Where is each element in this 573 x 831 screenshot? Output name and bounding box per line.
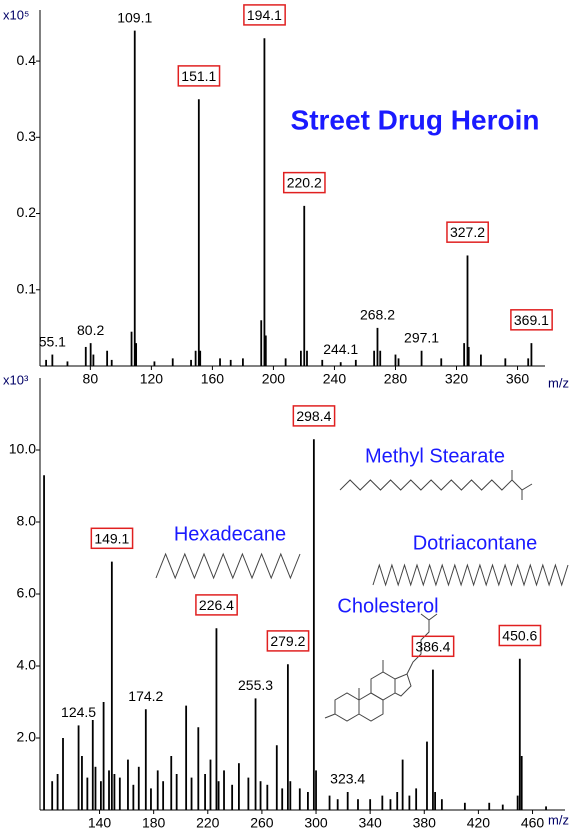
- y-unit: x10⁵: [3, 7, 29, 22]
- x-tick-label: 280: [384, 371, 408, 387]
- x-tick-label: 460: [521, 815, 545, 831]
- peak-label: 226.4: [199, 597, 234, 613]
- peak-label: 174.2: [128, 688, 163, 704]
- structure-cholesterol: [324, 613, 438, 722]
- peak-label-box: [498, 624, 542, 647]
- annotation: Cholesterol: [337, 595, 438, 617]
- peak-label-box: [90, 527, 134, 550]
- x-tick-label: 320: [445, 371, 469, 387]
- structure-hexadecane: [155, 552, 301, 580]
- peak-label: 297.1: [404, 329, 439, 345]
- x-tick-label: 120: [140, 371, 164, 387]
- x-tick-label: 420: [467, 815, 491, 831]
- peak-label: 386.4: [415, 638, 450, 654]
- x-tick-label: 160: [201, 371, 225, 387]
- peak-label: 244.1: [323, 341, 358, 357]
- peak-label: 194.1: [247, 7, 282, 23]
- x-tick-label: 380: [413, 815, 437, 831]
- peak-label-box: [282, 171, 326, 194]
- peak-label-box: [266, 630, 310, 652]
- peak-label: 323.4: [330, 771, 365, 787]
- peak-label: 80.2: [77, 322, 104, 338]
- peak-label: 279.2: [270, 633, 305, 649]
- x-tick-label: 300: [304, 815, 328, 831]
- x-axis-label: m/z: [548, 375, 569, 390]
- x-tick-label: 220: [196, 815, 220, 831]
- y-tick-label: 2.0: [17, 729, 37, 745]
- peak-label: 151.1: [181, 68, 216, 84]
- peak-label: 255.3: [238, 677, 273, 693]
- chart-title: Street Drug Heroin: [291, 104, 540, 135]
- peak-label: 220.2: [287, 175, 322, 191]
- y-tick-label: 4.0: [17, 657, 37, 673]
- x-tick-label: 140: [88, 815, 112, 831]
- peak-label-box: [510, 309, 553, 331]
- peak-label: 149.1: [94, 530, 129, 546]
- x-tick-label: 80: [83, 371, 99, 387]
- y-tick-label: 8.0: [17, 513, 37, 529]
- x-tick-label: 360: [506, 371, 530, 387]
- y-tick-label: 10.0: [9, 441, 36, 457]
- peak-label: 298.4: [296, 408, 331, 424]
- y-unit: x10³: [3, 372, 29, 387]
- x-tick-label: 240: [323, 371, 347, 387]
- peak-label: 450.6: [502, 628, 537, 644]
- peak-label: 124.5: [61, 704, 96, 720]
- x-tick-label: 180: [142, 815, 166, 831]
- y-tick-label: 0.4: [17, 52, 37, 68]
- x-tick-label: 340: [358, 815, 382, 831]
- peak-label-box: [292, 405, 336, 427]
- x-tick-label: 260: [250, 815, 274, 831]
- peak-label-box: [446, 221, 489, 243]
- x-tick-label: 200: [262, 371, 286, 387]
- peak-label: 327.2: [450, 224, 485, 240]
- y-tick-label: 6.0: [17, 585, 37, 601]
- peak-label-box: [243, 4, 286, 26]
- structure-methyl-stearate: [339, 479, 513, 491]
- peak-label-box: [195, 594, 238, 616]
- peak-label: 109.1: [117, 9, 152, 25]
- annotation: Dotriacontane: [413, 532, 538, 554]
- y-tick-label: 0.1: [17, 280, 37, 296]
- peak-label: 369.1: [514, 312, 549, 328]
- annotation: Methyl Stearate: [365, 445, 505, 467]
- structure-dotriacontane: [372, 563, 569, 587]
- y-tick-label: 0.3: [17, 128, 37, 144]
- peak-label-box: [411, 635, 455, 658]
- x-axis-label: m/z: [548, 812, 569, 827]
- peak-label: 268.2: [360, 307, 395, 323]
- y-tick-label: 0.2: [17, 204, 37, 220]
- annotation: Hexadecane: [174, 523, 286, 545]
- peak-label: 55.1: [39, 333, 66, 349]
- peak-label-box: [177, 65, 221, 87]
- structure-ester: [511, 479, 533, 491]
